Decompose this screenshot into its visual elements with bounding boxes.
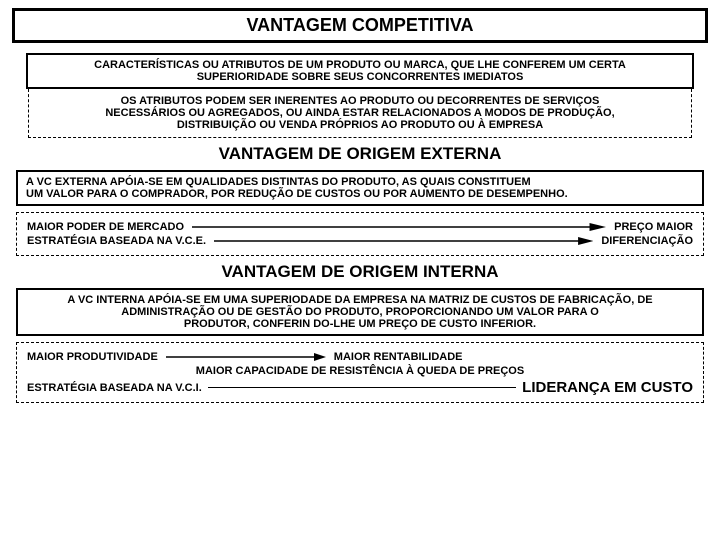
external-row2-right: DIFERENCIAÇÃO — [593, 235, 693, 247]
internal-row1-left: MAIOR PRODUTIVIDADE — [27, 351, 166, 363]
arrow-icon — [192, 221, 606, 233]
internal-desc-2: ADMINISTRAÇÃO OU DE GESTÃO DO PRODUTO, P… — [26, 306, 694, 318]
intro-line-2: SUPERIORIDADE SOBRE SEUS CONCORRENTES IM… — [38, 71, 682, 83]
internal-desc-3: PRODUTOR, CONFERIN DO-LHE UM PREÇO DE CU… — [26, 318, 694, 330]
external-row2-left: ESTRATÉGIA BASEADA NA V.C.E. — [27, 235, 214, 247]
arrow-icon — [166, 351, 326, 363]
internal-desc-box: A VC INTERNA APÓIA-SE EM UMA SUPERIODADE… — [16, 288, 704, 336]
attributes-line-2: NECESSÁRIOS OU AGREGADOS, OU AINDA ESTAR… — [59, 107, 661, 119]
internal-row2-right: LIDERANÇA EM CUSTO — [522, 379, 693, 396]
external-heading: VANTAGEM DE ORIGEM EXTERNA — [12, 144, 708, 164]
internal-row1-right: MAIOR RENTABILIDADE — [326, 351, 693, 363]
external-row1-left: MAIOR PODER DE MERCADO — [27, 221, 192, 233]
external-dash-box: MAIOR PODER DE MERCADO PREÇO MAIOR ESTRA… — [16, 212, 704, 256]
external-desc-2: UM VALOR PARA O COMPRADOR, POR REDUÇÃO D… — [26, 188, 694, 200]
internal-heading: VANTAGEM DE ORIGEM INTERNA — [12, 262, 708, 282]
internal-desc-1: A VC INTERNA APÓIA-SE EM UMA SUPERIODADE… — [26, 294, 694, 306]
main-title: VANTAGEM COMPETITIVA — [12, 8, 708, 43]
internal-row-2: ESTRATÉGIA BASEADA NA V.C.I. LIDERANÇA E… — [27, 379, 693, 396]
external-row-1: MAIOR PODER DE MERCADO PREÇO MAIOR — [27, 221, 693, 233]
line-icon — [208, 387, 516, 388]
intro-box: CARACTERÍSTICAS OU ATRIBUTOS DE UM PRODU… — [26, 53, 694, 89]
intro-line-1: CARACTERÍSTICAS OU ATRIBUTOS DE UM PRODU… — [38, 59, 682, 71]
internal-row-1: MAIOR PRODUTIVIDADE MAIOR RENTABILIDADE — [27, 351, 693, 363]
attributes-line-3: DISTRIBUIÇÃO OU VENDA PRÓPRIOS AO PRODUT… — [59, 119, 661, 131]
external-row-2: ESTRATÉGIA BASEADA NA V.C.E. DIFERENCIAÇ… — [27, 235, 693, 247]
external-desc-1: A VC EXTERNA APÓIA-SE EM QUALIDADES DIST… — [26, 176, 694, 188]
attributes-box: OS ATRIBUTOS PODEM SER INERENTES AO PROD… — [28, 89, 692, 138]
internal-center-line: MAIOR CAPACIDADE DE RESISTÊNCIA À QUEDA … — [27, 365, 693, 377]
internal-row2-left: ESTRATÉGIA BASEADA NA V.C.I. — [27, 382, 202, 394]
external-desc-box: A VC EXTERNA APÓIA-SE EM QUALIDADES DIST… — [16, 170, 704, 206]
internal-dash-box: MAIOR PRODUTIVIDADE MAIOR RENTABILIDADE … — [16, 342, 704, 403]
arrow-icon — [214, 235, 593, 247]
attributes-line-1: OS ATRIBUTOS PODEM SER INERENTES AO PROD… — [59, 95, 661, 107]
external-row1-right: PREÇO MAIOR — [606, 221, 693, 233]
